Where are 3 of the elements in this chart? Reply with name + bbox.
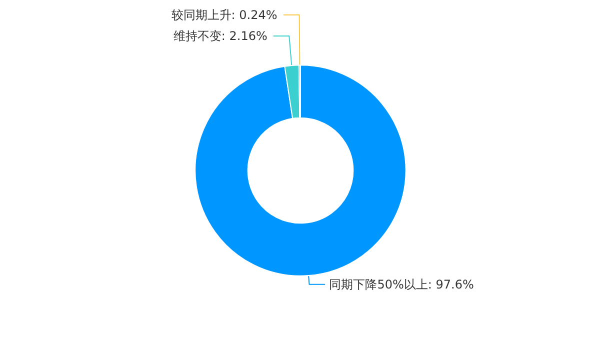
slice-label: 较同期上升: 0.24% (171, 8, 278, 22)
slice-label: 同期下降50%以上: 97.6% (329, 277, 474, 292)
slice-label: 维持不变: 2.16% (173, 29, 268, 44)
